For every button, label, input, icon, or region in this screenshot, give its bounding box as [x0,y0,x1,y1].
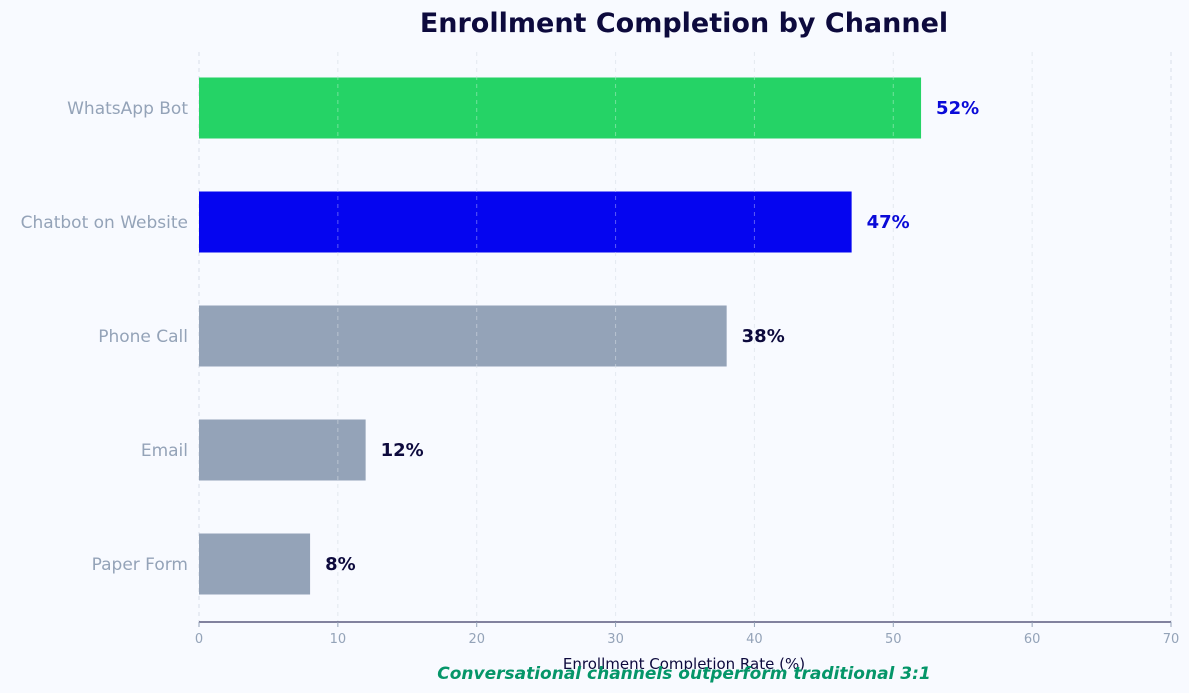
bars [199,77,922,595]
x-tick-label-0: 0 [195,632,203,647]
x-tick-label-4: 40 [746,632,763,647]
x-tick-label-5: 50 [885,632,902,647]
x-tick-label-2: 20 [468,632,485,647]
category-labels: WhatsApp Bot Chatbot on Website Phone Call… [21,99,189,575]
value-labels: 52% 47% 38% 12% 8% [325,98,979,575]
x-axis-label: Enrollment Completion Rate (%) [563,655,805,673]
category-label-1: Chatbot on Website [21,213,188,233]
bar-1 [199,191,852,253]
category-label-4: Paper Form [92,555,188,575]
x-tick-label-6: 60 [1024,632,1041,647]
bar-3 [199,419,366,481]
chart-title: Enrollment Completion by Channel [420,8,948,39]
value-label-1: 47% [867,212,910,233]
grid-overlay [337,52,1033,622]
x-tick-label-1: 10 [330,632,347,647]
bar-2 [199,305,727,367]
annotation-text: Conversational channels outperform tradi… [437,664,931,684]
x-tick-label-3: 30 [607,632,624,647]
category-label-0: WhatsApp Bot [67,99,188,119]
x-tick-label-7: 70 [1163,632,1180,647]
value-label-0: 52% [936,98,979,119]
bar-4 [199,533,311,595]
x-axis-ticks: 0 10 20 30 40 50 60 70 [195,622,1179,647]
value-label-4: 8% [325,554,356,575]
category-label-3: Email [141,441,188,461]
category-label-2: Phone Call [98,327,188,347]
grid-lines [198,52,1172,622]
value-label-2: 38% [742,326,785,347]
bar-0 [199,77,922,139]
value-label-3: 12% [381,440,424,461]
